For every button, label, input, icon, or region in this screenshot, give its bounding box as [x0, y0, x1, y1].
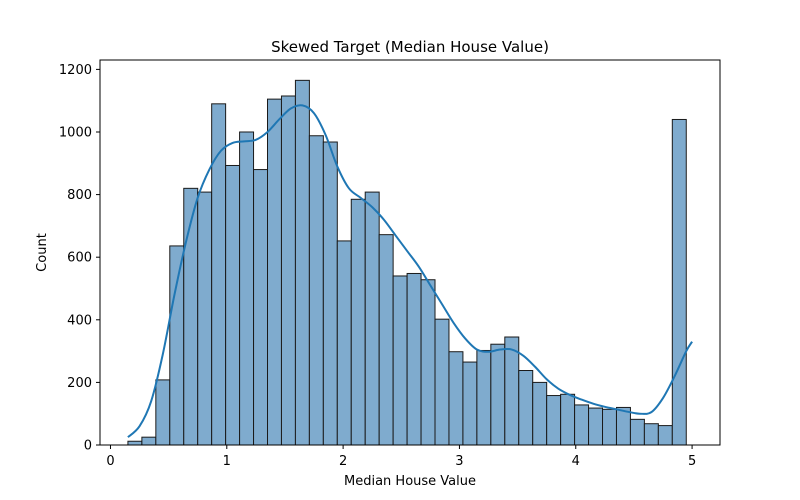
histogram-bar	[141, 436, 157, 446]
histogram-bar	[420, 279, 436, 446]
histogram-bar	[267, 98, 282, 446]
histogram-bar	[322, 141, 338, 446]
histogram-bar	[490, 343, 506, 446]
y-tick-label: 200	[67, 376, 92, 391]
histogram-bar	[462, 361, 478, 446]
histogram-bar	[225, 164, 241, 446]
histogram-bar	[532, 381, 548, 446]
histogram-bar	[504, 336, 520, 446]
histogram-bar	[448, 351, 464, 446]
y-tick-label: 0	[84, 439, 92, 454]
histogram-bar	[378, 234, 394, 446]
histogram-bar	[560, 393, 576, 446]
histogram-bar	[615, 406, 631, 446]
histogram-bar	[588, 407, 604, 446]
y-axis-ticks: 0 200 400 600 800 1000 1200	[59, 63, 100, 454]
chart-title: Skewed Target (Median House Value)	[271, 38, 549, 56]
histogram-bar	[476, 349, 492, 446]
y-tick-label: 800	[67, 188, 92, 203]
histogram-bar	[671, 118, 687, 446]
y-tick-label: 1000	[59, 125, 92, 140]
x-tick-label: 2	[339, 454, 347, 469]
histogram-bar	[253, 169, 269, 446]
histogram-bar	[280, 95, 296, 446]
x-tick-label: 4	[572, 454, 580, 469]
histogram-bar	[336, 240, 352, 446]
histogram-bar	[294, 79, 310, 446]
histogram-bar	[197, 191, 213, 446]
x-tick-label: 0	[106, 454, 114, 469]
histogram-bar	[169, 245, 185, 446]
y-tick-label: 400	[67, 313, 92, 328]
histogram-bar	[127, 440, 143, 446]
kde-curve	[127, 104, 693, 438]
x-tick-label: 1	[223, 454, 231, 469]
histogram-bar	[239, 131, 255, 446]
histogram-bar	[574, 404, 590, 446]
x-axis-ticks: 0 1 2 3 4 5	[106, 445, 696, 469]
y-tick-label: 1200	[59, 63, 92, 78]
histogram-bar	[308, 135, 324, 446]
histogram-bar	[392, 275, 408, 446]
x-tick-label: 3	[455, 454, 463, 469]
y-axis-label: Count	[35, 233, 50, 272]
y-tick-label: 600	[67, 251, 92, 266]
histogram-bar	[602, 408, 617, 446]
x-axis-label: Median House Value	[344, 474, 476, 489]
histogram-bar	[406, 272, 422, 446]
plot-frame	[99, 59, 721, 446]
histogram-bars	[127, 79, 687, 446]
histogram-bar	[518, 370, 534, 446]
histogram-bar	[155, 379, 171, 446]
x-tick-label: 5	[688, 454, 696, 469]
histogram-bar	[364, 191, 380, 446]
histogram-bar	[350, 198, 366, 446]
histogram-bar	[434, 318, 450, 446]
histogram-bar	[546, 395, 562, 446]
histogram-bar	[183, 187, 199, 446]
histogram-bar	[657, 425, 673, 446]
histogram-bar	[629, 418, 645, 446]
histogram-bar	[643, 423, 659, 446]
